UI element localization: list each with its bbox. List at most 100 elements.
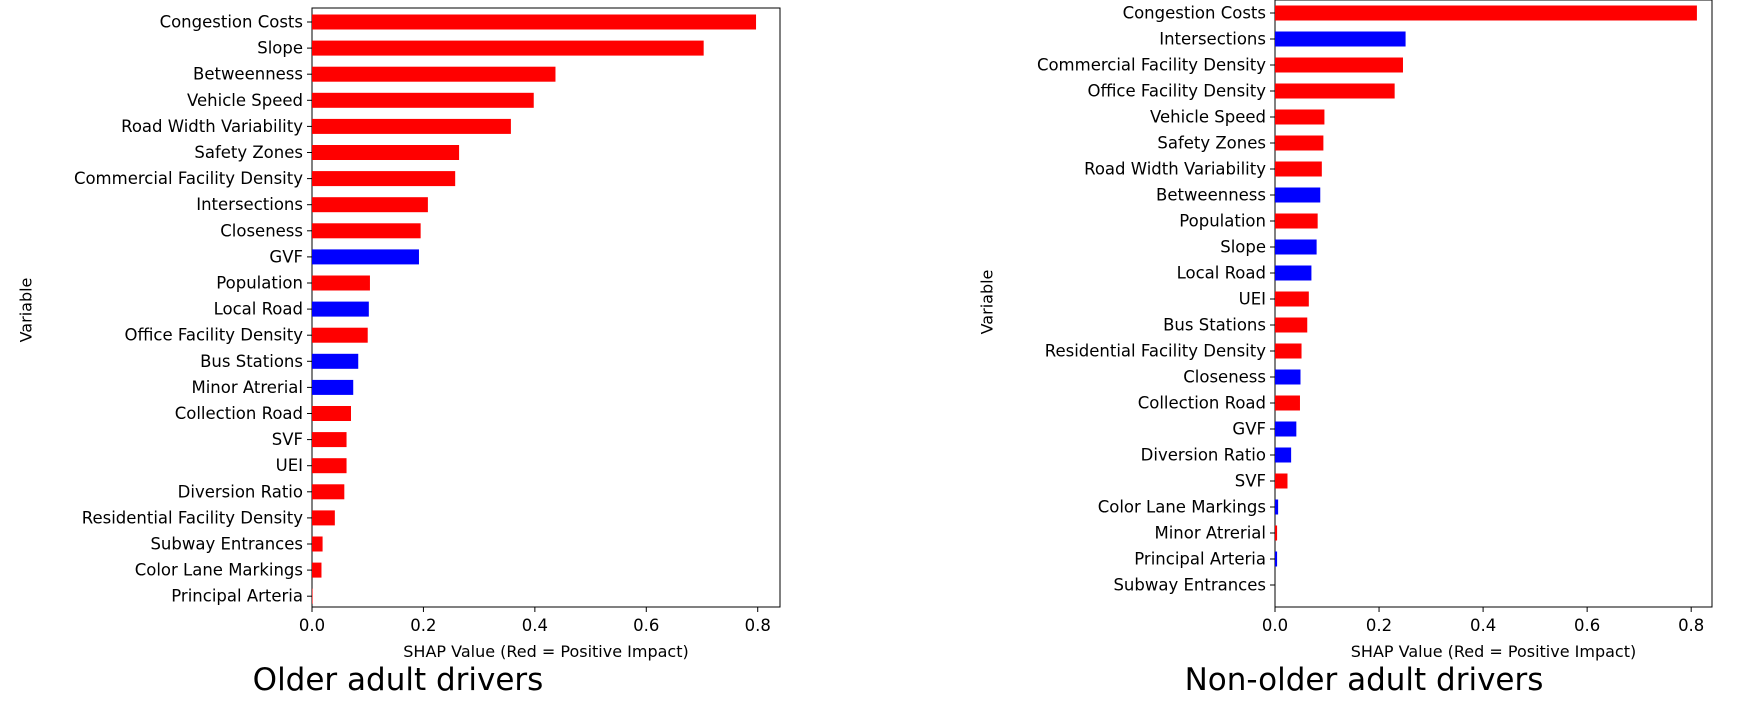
bar-older-adult bbox=[312, 66, 556, 82]
category-label: Congestion Costs bbox=[1123, 4, 1266, 23]
bar-non-older-adult bbox=[1275, 265, 1312, 281]
bar-non-older-adult bbox=[1275, 447, 1292, 463]
category-label: Population bbox=[1179, 212, 1266, 231]
x-tick-label: 0.0 bbox=[299, 616, 325, 635]
category-label: Collection Road bbox=[175, 404, 303, 423]
category-label: Congestion Costs bbox=[160, 13, 303, 32]
category-label: Collection Road bbox=[1138, 394, 1266, 413]
x-tick-label: 0.6 bbox=[633, 616, 659, 635]
bar-non-older-adult bbox=[1275, 317, 1308, 333]
bar-older-adult bbox=[312, 14, 757, 30]
category-label: UEI bbox=[276, 456, 303, 475]
bar-non-older-adult bbox=[1275, 135, 1324, 151]
bar-non-older-adult bbox=[1275, 291, 1309, 307]
bar-older-adult bbox=[312, 249, 419, 265]
bar-older-adult bbox=[312, 275, 370, 291]
bar-older-adult bbox=[312, 327, 368, 343]
x-tick-label: 0.6 bbox=[1574, 616, 1600, 635]
category-label: Intersections bbox=[196, 195, 303, 214]
bar-non-older-adult bbox=[1275, 239, 1317, 255]
bar-older-adult bbox=[312, 562, 322, 578]
bar-older-adult bbox=[312, 458, 347, 474]
category-label: Closeness bbox=[1183, 368, 1266, 387]
bar-older-adult bbox=[312, 510, 335, 526]
category-label: Bus Stations bbox=[200, 352, 303, 371]
bar-older-adult bbox=[312, 301, 369, 317]
chart-older-adult-drivers: Congestion Costs Slope Betweenness Vehicle … bbox=[17, 7, 781, 661]
bar-older-adult bbox=[312, 406, 351, 421]
bar-non-older-adult bbox=[1275, 421, 1297, 437]
x-tick-label: 0.2 bbox=[410, 616, 436, 635]
x-tick-label: 0.8 bbox=[1678, 616, 1704, 635]
y-axis-label: Variable bbox=[17, 278, 36, 343]
category-label: Bus Stations bbox=[1163, 316, 1266, 335]
bar-older-adult bbox=[312, 536, 323, 552]
category-label: Principal Arteria bbox=[1134, 550, 1266, 569]
bar-non-older-adult bbox=[1275, 213, 1318, 229]
category-label: Betweenness bbox=[193, 65, 303, 84]
x-tick-label: 0.2 bbox=[1366, 616, 1392, 635]
category-label: Population bbox=[216, 274, 303, 293]
category-label: Minor Atrerial bbox=[191, 378, 303, 397]
bar-older-adult bbox=[312, 118, 511, 134]
bar-older-adult bbox=[312, 171, 456, 187]
category-label: Slope bbox=[1220, 238, 1266, 257]
category-label: Road Width Variability bbox=[121, 117, 303, 136]
bar-non-older-adult bbox=[1275, 369, 1301, 385]
category-label: SVF bbox=[1235, 472, 1266, 491]
category-label: Office Facility Density bbox=[124, 326, 303, 345]
bar-non-older-adult bbox=[1275, 473, 1288, 489]
caption-non-older-adult-drivers: Non-older adult drivers bbox=[1184, 662, 1544, 698]
bar-older-adult bbox=[312, 484, 345, 500]
bar-non-older-adult bbox=[1275, 109, 1325, 125]
category-label: Local Road bbox=[1177, 264, 1266, 283]
category-label: Office Facility Density bbox=[1087, 82, 1266, 101]
category-label: Betweenness bbox=[1156, 186, 1266, 205]
bar-non-older-adult bbox=[1275, 187, 1321, 203]
bar-non-older-adult bbox=[1275, 83, 1395, 99]
bar-older-adult bbox=[312, 92, 534, 108]
category-label: Minor Atrerial bbox=[1154, 524, 1266, 543]
bar-older-adult bbox=[312, 353, 359, 369]
bar-non-older-adult bbox=[1275, 161, 1322, 177]
category-label: Diversion Ratio bbox=[178, 482, 303, 501]
x-tick-label: 0.8 bbox=[745, 616, 771, 635]
bar-non-older-adult bbox=[1275, 343, 1302, 359]
x-tick-label: 0.4 bbox=[1470, 616, 1496, 635]
category-label: Color Lane Markings bbox=[135, 561, 303, 580]
category-label: Road Width Variability bbox=[1084, 160, 1266, 179]
category-label: Residential Facility Density bbox=[1045, 342, 1266, 361]
category-label: Residential Facility Density bbox=[82, 508, 303, 527]
bar-older-adult bbox=[312, 145, 460, 160]
bar-older-adult bbox=[312, 40, 704, 56]
category-label: Subway Entrances bbox=[150, 535, 303, 554]
category-label: Vehicle Speed bbox=[1150, 108, 1266, 127]
caption-older-adult-drivers: Older adult drivers bbox=[252, 662, 544, 698]
x-tick-label: 0.4 bbox=[522, 616, 548, 635]
category-label: GVF bbox=[1232, 420, 1266, 439]
category-label: Commercial Facility Density bbox=[74, 169, 303, 188]
bar-non-older-adult bbox=[1275, 499, 1279, 515]
category-label: UEI bbox=[1239, 290, 1266, 309]
category-label: Color Lane Markings bbox=[1098, 498, 1266, 517]
category-label: Diversion Ratio bbox=[1141, 446, 1266, 465]
category-label: Closeness bbox=[220, 221, 303, 240]
bar-older-adult bbox=[312, 223, 421, 239]
x-axis-label: SHAP Value (Red = Positive Impact) bbox=[403, 642, 688, 661]
bar-non-older-adult bbox=[1275, 551, 1278, 567]
category-label: Vehicle Speed bbox=[187, 91, 303, 110]
category-label: Intersections bbox=[1159, 30, 1266, 49]
category-label: Safety Zones bbox=[194, 143, 303, 162]
category-label: Commercial Facility Density bbox=[1037, 56, 1266, 75]
category-label: Principal Arteria bbox=[171, 587, 303, 606]
bar-non-older-adult bbox=[1275, 525, 1278, 541]
category-label: GVF bbox=[269, 247, 303, 266]
bar-non-older-adult bbox=[1275, 57, 1403, 73]
x-axis-label: SHAP Value (Red = Positive Impact) bbox=[1351, 642, 1636, 661]
x-tick-label: 0.0 bbox=[1262, 616, 1288, 635]
bar-older-adult bbox=[312, 379, 354, 395]
y-axis-label: Variable bbox=[978, 270, 997, 335]
bar-older-adult bbox=[312, 588, 313, 604]
category-label: Subway Entrances bbox=[1113, 576, 1266, 595]
